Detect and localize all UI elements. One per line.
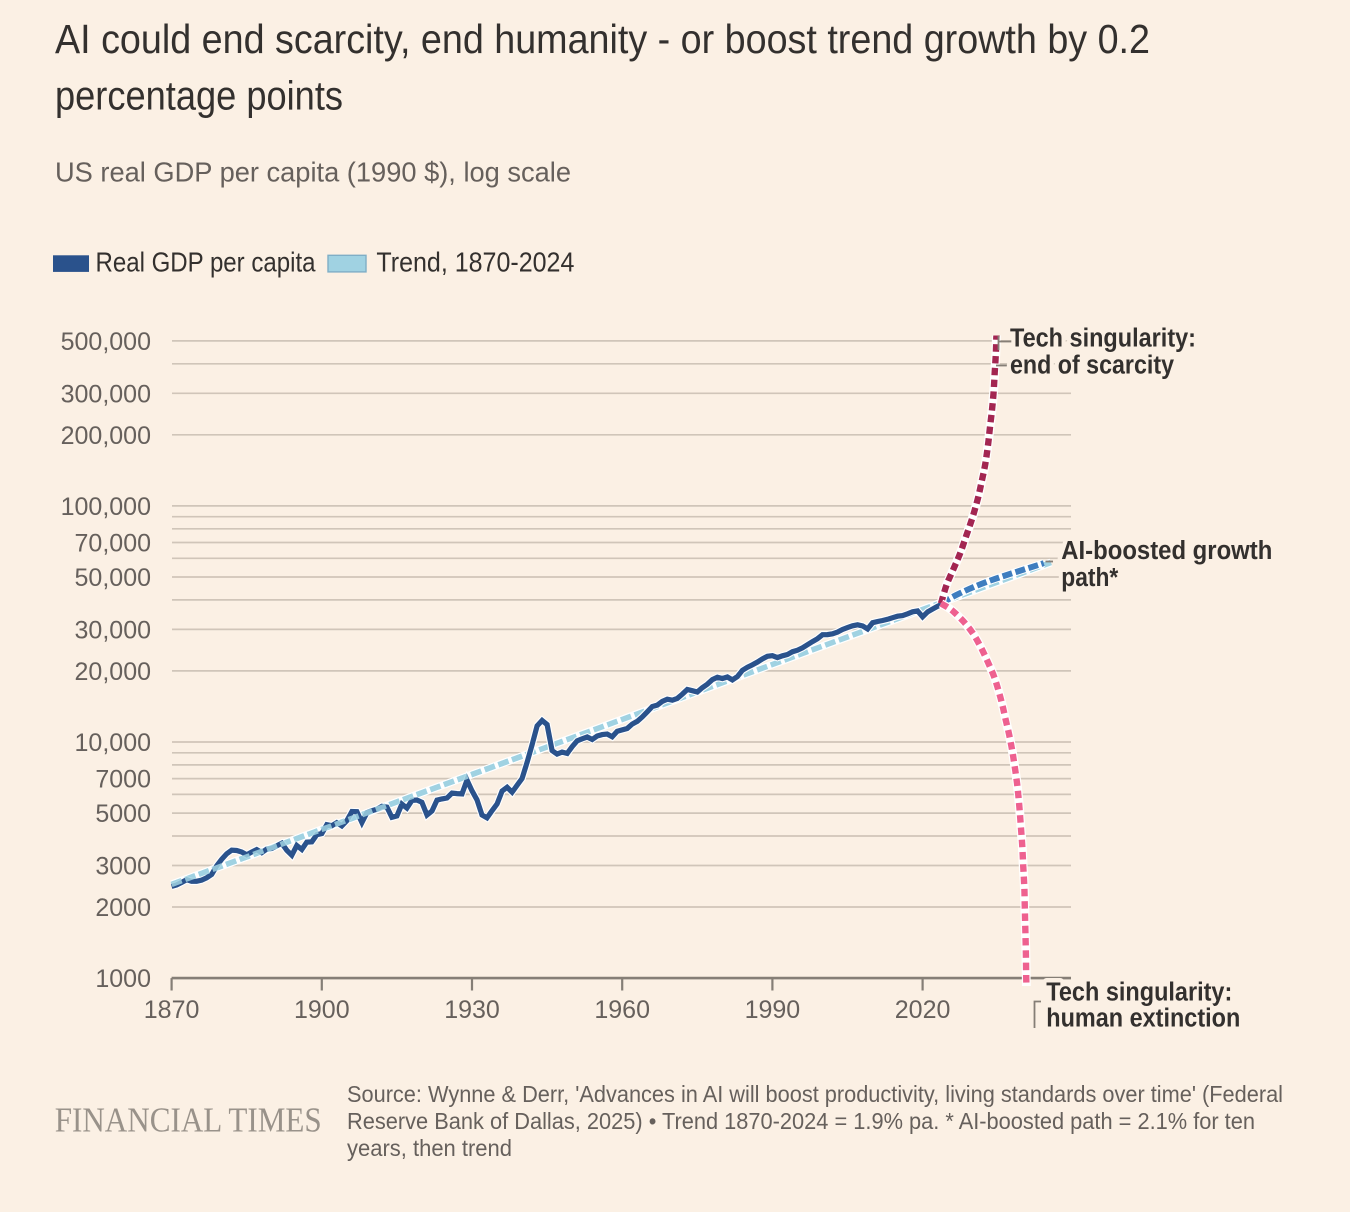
svg-text:FINANCIAL TIMES: FINANCIAL TIMES: [55, 1100, 322, 1139]
svg-text:7000: 7000: [95, 766, 151, 794]
svg-text:Source: Wynne & Derr, 'Advance: Source: Wynne & Derr, 'Advances in AI wi…: [347, 1081, 1283, 1107]
svg-text:30,000: 30,000: [75, 616, 151, 644]
svg-text:2000: 2000: [95, 894, 151, 922]
svg-text:percentage points: percentage points: [55, 72, 343, 118]
svg-text:Real GDP per capita: Real GDP per capita: [96, 247, 316, 278]
svg-text:path*: path*: [1061, 564, 1118, 592]
svg-text:Trend, 1870-2024: Trend, 1870-2024: [376, 247, 574, 278]
svg-text:3000: 3000: [95, 853, 151, 881]
svg-text:Tech singularity:: Tech singularity:: [1046, 979, 1232, 1007]
svg-text:AI could end scarcity, end hum: AI could end scarcity, end humanity - or…: [55, 16, 1150, 62]
svg-text:AI-boosted growth: AI-boosted growth: [1061, 537, 1272, 565]
svg-text:300,000: 300,000: [61, 380, 151, 408]
svg-text:1960: 1960: [594, 996, 650, 1024]
svg-text:1000: 1000: [95, 965, 151, 993]
svg-text:5000: 5000: [95, 800, 151, 828]
svg-text:1930: 1930: [444, 996, 500, 1024]
svg-text:human extinction: human extinction: [1046, 1005, 1240, 1033]
svg-text:2020: 2020: [895, 996, 951, 1024]
svg-text:1900: 1900: [294, 996, 350, 1024]
svg-text:end of scarcity: end of scarcity: [1010, 351, 1175, 379]
svg-text:1990: 1990: [745, 996, 801, 1024]
svg-text:20,000: 20,000: [75, 658, 151, 686]
svg-text:70,000: 70,000: [75, 530, 151, 558]
svg-text:500,000: 500,000: [61, 328, 151, 356]
svg-text:200,000: 200,000: [61, 422, 151, 450]
svg-text:1870: 1870: [144, 996, 200, 1024]
svg-text:years, then trend: years, then trend: [347, 1135, 512, 1161]
svg-text:100,000: 100,000: [61, 493, 151, 521]
svg-text:50,000: 50,000: [75, 564, 151, 592]
svg-text:US real GDP per capita (1990 $: US real GDP per capita (1990 $), log sca…: [55, 156, 571, 187]
svg-text:Tech singularity:: Tech singularity:: [1010, 324, 1196, 352]
svg-text:Reserve Bank of Dallas, 2025): Reserve Bank of Dallas, 2025) • Trend 18…: [347, 1108, 1255, 1134]
svg-text:10,000: 10,000: [75, 729, 151, 757]
